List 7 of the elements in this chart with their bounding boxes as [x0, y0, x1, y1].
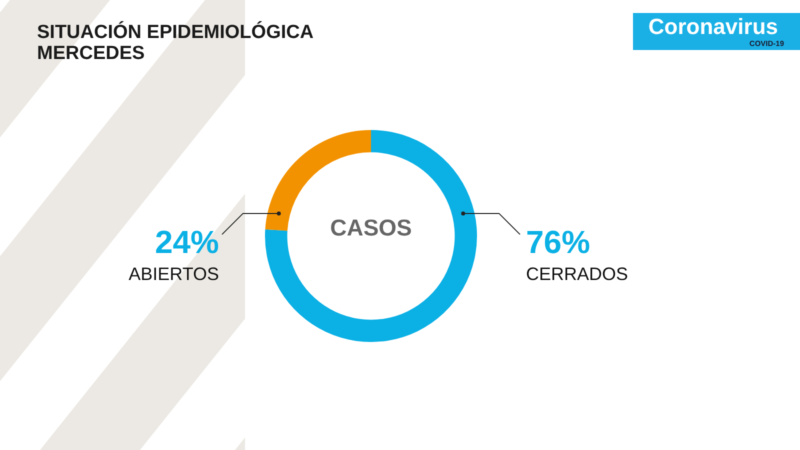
slice-label: ABIERTOS	[128, 264, 219, 284]
text: Coronavirus	[648, 14, 778, 40]
text: CASOS	[330, 214, 412, 240]
data-label: 24%	[154, 224, 219, 260]
chart-title: SITUACIÓN EPIDEMIOLÓGICA MERCEDES	[37, 22, 314, 64]
slice-label: CERRADOS	[526, 264, 628, 284]
data-label: 76%	[526, 224, 590, 260]
